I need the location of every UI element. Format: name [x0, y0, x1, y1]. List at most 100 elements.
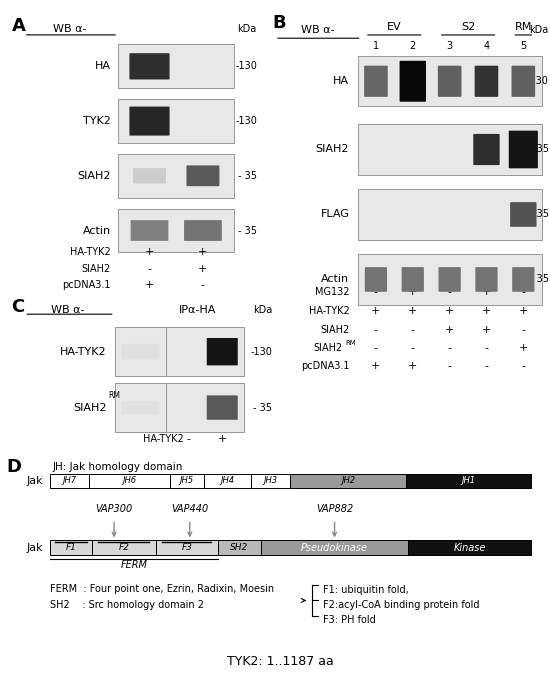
- Text: kDa: kDa: [237, 24, 256, 34]
- Text: -: -: [374, 343, 378, 354]
- FancyBboxPatch shape: [473, 134, 499, 165]
- Bar: [218, 540, 261, 555]
- Bar: [358, 189, 542, 239]
- Bar: [91, 540, 156, 555]
- Text: - 35: - 35: [530, 144, 549, 155]
- FancyBboxPatch shape: [129, 107, 169, 135]
- FancyBboxPatch shape: [512, 66, 535, 97]
- Bar: [406, 474, 531, 488]
- Text: HA-TYK2: HA-TYK2: [144, 434, 184, 444]
- Text: +: +: [482, 287, 491, 297]
- FancyBboxPatch shape: [131, 220, 168, 241]
- Text: TYK2: TYK2: [83, 116, 111, 126]
- Text: JH6: JH6: [123, 477, 137, 486]
- Text: pcDNA3.1: pcDNA3.1: [301, 361, 349, 371]
- Text: +: +: [482, 306, 491, 316]
- Text: JH2: JH2: [341, 477, 355, 486]
- FancyBboxPatch shape: [207, 395, 238, 420]
- Text: +: +: [145, 248, 154, 257]
- Text: -: -: [521, 287, 525, 297]
- Text: C: C: [12, 298, 25, 316]
- Text: -130: -130: [235, 116, 257, 126]
- Text: -: -: [147, 264, 151, 274]
- Text: HA-TYK2: HA-TYK2: [70, 248, 111, 257]
- Text: +: +: [482, 325, 491, 334]
- Text: -: -: [448, 343, 452, 354]
- Bar: [118, 209, 234, 252]
- Text: F1: F1: [65, 543, 76, 552]
- FancyBboxPatch shape: [399, 61, 426, 102]
- Text: -: -: [374, 287, 378, 297]
- Bar: [170, 474, 204, 488]
- Text: HA-TYK2: HA-TYK2: [309, 306, 349, 316]
- Text: -: -: [521, 361, 525, 371]
- Bar: [167, 328, 244, 376]
- Text: JH4: JH4: [220, 477, 234, 486]
- Text: JH7: JH7: [63, 477, 77, 486]
- Text: Actin: Actin: [82, 226, 111, 235]
- Text: VAP440: VAP440: [171, 504, 208, 514]
- Text: HA-TYK2: HA-TYK2: [60, 347, 107, 356]
- FancyBboxPatch shape: [510, 202, 536, 227]
- FancyBboxPatch shape: [512, 267, 535, 292]
- Text: -: -: [186, 434, 190, 444]
- FancyBboxPatch shape: [509, 131, 538, 168]
- Bar: [51, 474, 90, 488]
- Text: kDa: kDa: [529, 25, 549, 35]
- Text: D: D: [7, 458, 21, 476]
- Text: HA: HA: [333, 77, 349, 86]
- Text: -: -: [485, 361, 488, 371]
- Text: RM: RM: [345, 340, 356, 345]
- Text: 1: 1: [373, 42, 379, 51]
- Text: -: -: [521, 325, 525, 334]
- Text: -130: -130: [235, 62, 257, 71]
- Text: SIAH2: SIAH2: [320, 325, 349, 334]
- FancyBboxPatch shape: [207, 338, 238, 365]
- Text: RM: RM: [108, 391, 120, 400]
- Text: - 35: - 35: [238, 226, 257, 235]
- FancyBboxPatch shape: [475, 267, 498, 292]
- FancyBboxPatch shape: [186, 166, 219, 186]
- Text: +: +: [445, 325, 454, 334]
- Text: WB α-: WB α-: [53, 24, 86, 34]
- Text: -: -: [374, 325, 378, 334]
- Text: +: +: [408, 306, 417, 316]
- Bar: [358, 124, 542, 174]
- Text: SIAH2: SIAH2: [74, 403, 107, 412]
- FancyBboxPatch shape: [133, 168, 166, 183]
- Bar: [115, 328, 167, 376]
- Text: F2: F2: [118, 543, 129, 552]
- FancyBboxPatch shape: [184, 220, 222, 241]
- Text: -: -: [411, 343, 415, 354]
- Text: +: +: [218, 434, 227, 444]
- Text: VAP882: VAP882: [316, 504, 353, 514]
- Text: B: B: [272, 14, 286, 32]
- Bar: [358, 254, 542, 304]
- Text: - 35: - 35: [530, 209, 549, 220]
- Text: Kinase: Kinase: [453, 542, 486, 553]
- Text: Actin: Actin: [321, 274, 349, 285]
- Bar: [115, 383, 167, 432]
- Text: - 35: - 35: [238, 171, 257, 181]
- Text: kDa: kDa: [253, 305, 272, 315]
- Text: F2:acyl-CoA binding protein fold: F2:acyl-CoA binding protein fold: [323, 600, 480, 610]
- Text: WB α-: WB α-: [301, 25, 334, 35]
- Bar: [118, 44, 234, 88]
- Text: SH2    : Src homology domain 2: SH2 : Src homology domain 2: [51, 600, 205, 610]
- Text: F3: F3: [182, 543, 192, 552]
- Text: SIAH2: SIAH2: [78, 171, 111, 181]
- Text: - 35: - 35: [530, 274, 549, 285]
- Text: SH2: SH2: [230, 543, 249, 552]
- Text: -: -: [448, 287, 452, 297]
- FancyBboxPatch shape: [122, 344, 160, 360]
- Text: 4: 4: [483, 42, 490, 51]
- Bar: [408, 540, 531, 555]
- Text: -: -: [485, 343, 488, 354]
- Text: Jak: Jak: [26, 476, 43, 486]
- FancyBboxPatch shape: [129, 53, 169, 79]
- Bar: [90, 474, 170, 488]
- Text: Pseudokinase: Pseudokinase: [301, 542, 368, 553]
- Text: TYK2: 1..1187 aa: TYK2: 1..1187 aa: [227, 655, 334, 668]
- Text: - 35: - 35: [254, 403, 272, 412]
- Text: +: +: [408, 287, 417, 297]
